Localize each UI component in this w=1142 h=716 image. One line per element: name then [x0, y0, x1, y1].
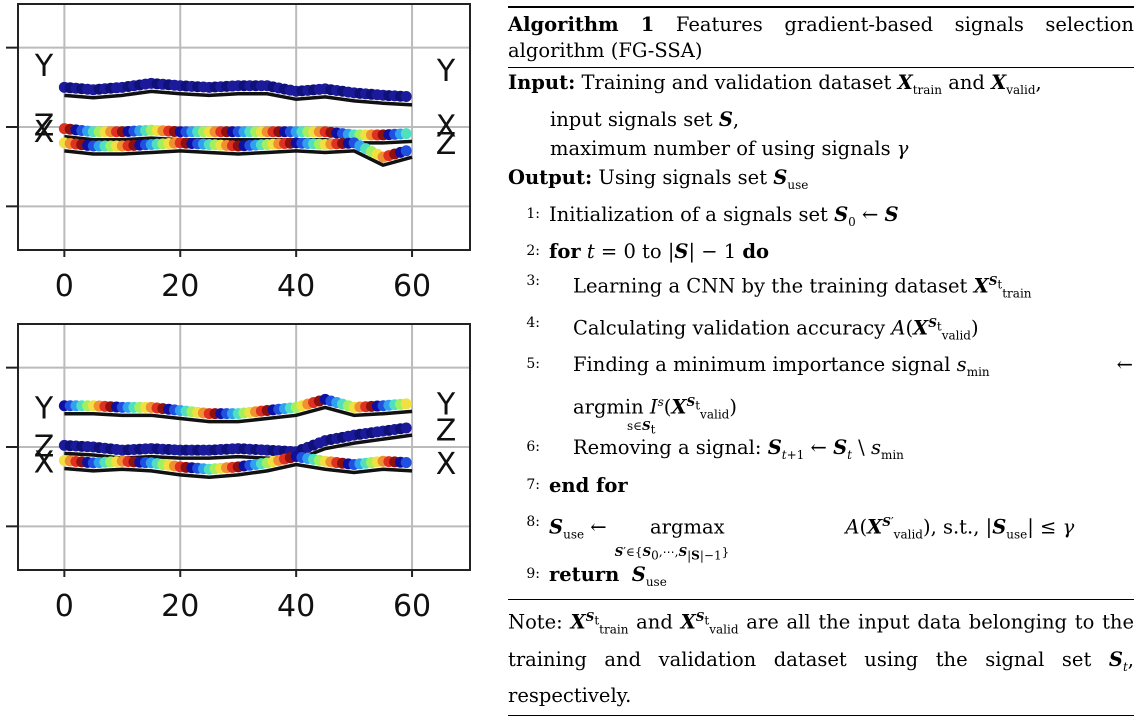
x-tick-label: 60 [393, 589, 431, 624]
note-tail: respectively. [508, 684, 632, 708]
plot-frame [17, 323, 471, 571]
series-point [400, 91, 412, 103]
right-axis-label: Y [436, 387, 456, 422]
x-tick-label: 20 [161, 589, 199, 624]
series-1 [58, 422, 413, 462]
step-5: 5: Finding a minimum importance signal sm… [508, 350, 1134, 387]
algorithm-box: Algorithm 1 Features gradient-based sign… [508, 6, 1134, 716]
series-point [400, 128, 412, 140]
step-number: 3: [526, 272, 540, 289]
input-line-2: input signals set S, [550, 107, 740, 131]
keyword-return: return [549, 562, 620, 586]
series-shadow-line [64, 149, 413, 168]
series-point [400, 422, 412, 434]
step-number: 9: [526, 565, 540, 582]
right-axis-label: X [436, 447, 457, 482]
keyword-for: for [549, 240, 581, 264]
step-number: 6: [526, 439, 540, 456]
left-axis-label: Y [34, 49, 54, 84]
left-axis-label: Z [34, 429, 55, 464]
right-axis-label: Z [436, 414, 457, 449]
series-0 [58, 77, 413, 107]
note-label: Note: [508, 610, 563, 634]
step-9: 9: return Suse [508, 560, 1134, 597]
left-axis-label: Z [34, 109, 55, 144]
right-axis-label: X [436, 109, 457, 144]
series-1 [58, 123, 413, 145]
right-axis-label: Z [436, 127, 457, 162]
algorithm-heading: Algorithm 1 [508, 13, 655, 36]
note-text: are all the input data belonging to the … [508, 610, 1135, 671]
input-line: Input: Training and validation dataset X… [508, 71, 1042, 97]
keyword-do: do [742, 240, 770, 264]
x-tick-label: 40 [277, 269, 315, 304]
left-axis-label: X [34, 115, 55, 150]
step-4: 4: Calculating validation accuracy A(XStv… [508, 309, 1134, 351]
algorithm-title: Algorithm 1 Features gradient-based sign… [508, 8, 1134, 67]
x-tick-label: 40 [277, 589, 315, 624]
series-2 [58, 137, 413, 168]
series-point [400, 398, 412, 410]
step-3: 3: Learning a CNN by the training dataset… [508, 267, 1134, 309]
series-shadow-line [64, 89, 413, 107]
left-axis-label: X [34, 445, 55, 480]
input-line-3: maximum number of using signals γ [550, 136, 909, 160]
plot-frame [17, 3, 471, 251]
algorithm-title-text: Features gradient-based signals selectio… [508, 13, 1134, 62]
step-number: 7: [526, 476, 540, 493]
output-label: Output: [508, 165, 593, 189]
series-shadow-line [64, 405, 413, 424]
step-2: 2: for t = 0 to |S| − 1 do [508, 237, 1134, 267]
x-tick-label: 0 [55, 269, 74, 304]
x-tick-label: 0 [55, 589, 74, 624]
left-axis-label: Y [34, 391, 54, 426]
step-number: 5: [526, 356, 540, 373]
step-8: 8: Suse ← argmaxS′∈{S0,⋯,S|S|−1} A(XS′val… [508, 500, 1134, 563]
step-number: 2: [526, 243, 540, 260]
top-rule [508, 6, 1134, 8]
input-label: Input: [508, 71, 576, 94]
series-2 [58, 451, 413, 479]
x-tick-label: 60 [393, 269, 431, 304]
step-number: 4: [526, 314, 540, 331]
step-6: 6: Removing a signal: St+1 ← St \ smin [508, 433, 1134, 470]
right-axis-label: Y [436, 54, 456, 89]
step-number: 8: [526, 514, 540, 531]
step-number: 1: [526, 205, 540, 222]
title-rule [508, 67, 1134, 68]
output-line: Output: Using signals set Suse [508, 165, 809, 192]
step-5-cont: argmin Is(XStvalid)s∈St [573, 394, 737, 437]
note-rule [508, 599, 1134, 601]
series-point [400, 145, 412, 157]
algorithm-note: Note: XSttrain and XStvalid are all the … [508, 610, 1135, 708]
chart-panels: 0 20 40 60 Y Z X Y X Z 0 20 40 60 Y Z X Y Z X [0, 0, 500, 640]
step-1: 1: Initialization of a signals set S0 ← S [508, 200, 1134, 237]
series-point [400, 457, 412, 469]
step-7: 7: end for [508, 471, 1134, 501]
series-shadow-line [64, 462, 413, 479]
series-0 [58, 393, 413, 424]
keyword-end-for: end for [549, 473, 628, 497]
x-tick-label: 20 [161, 269, 199, 304]
